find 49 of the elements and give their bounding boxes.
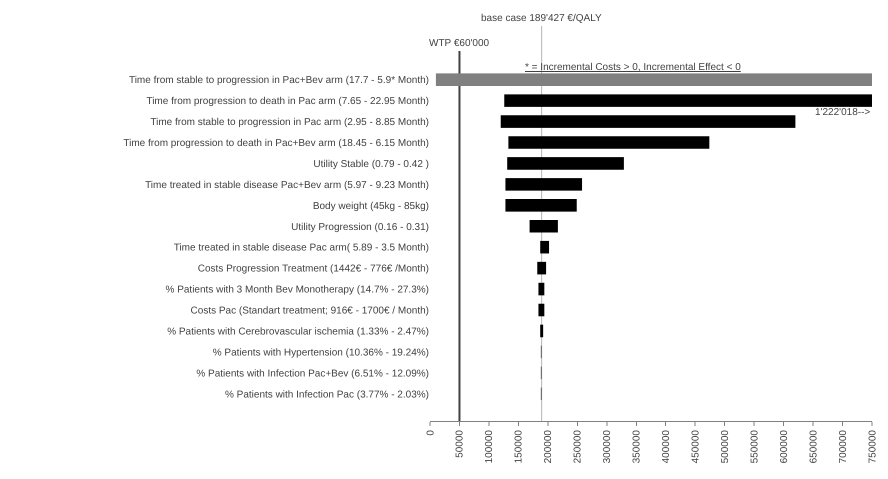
bar <box>500 115 796 128</box>
x-tick-label: 50000 <box>454 430 466 458</box>
annotation: 1'222'018--> <box>815 107 870 118</box>
bar <box>436 73 872 86</box>
y-tick-label: % Patients with Hypertension (10.36% - 19.24%) <box>212 347 429 358</box>
y-tick-label: % Patients with Infection Pac+Bev (6.51% - 12.09%) <box>196 368 429 380</box>
x-tick-label: 550000 <box>749 430 760 464</box>
x-tick-label: 250000 <box>572 430 584 464</box>
x-tick-label: 300000 <box>602 430 614 464</box>
x-tick-label: 650000 <box>808 430 820 464</box>
y-tick-label: Time from stable to progression in Pac arm (2.95 - 8.85 Month) <box>150 117 429 128</box>
bar <box>508 136 710 149</box>
y-tick-label: Time treated in stable disease Pac+Bev arm (5.97 - 9.23 Month) <box>145 180 429 191</box>
bar <box>540 240 550 254</box>
y-tick-label: Utility Stable (0.79 - 0.42 ) <box>313 158 429 170</box>
x-tick-label: 400000 <box>660 430 672 464</box>
x-tick-label: 200000 <box>543 430 554 464</box>
x-tick-label: 600000 <box>778 430 790 464</box>
x-tick-label: 350000 <box>632 430 643 464</box>
bar <box>504 94 872 107</box>
bar <box>530 220 558 233</box>
ref-line-label: WTP €60'000 <box>429 38 490 49</box>
x-tick-label: 150000 <box>514 430 525 464</box>
y-tick-label: Time from stable to progression in Pac+Bev arm (17.7 - 5.9* Month) <box>128 75 429 86</box>
annotation: * = Incremental Costs > 0, Incremental Effect < 0 <box>525 62 742 73</box>
x-tick-label: 100000 <box>484 430 496 464</box>
y-tick-label: Time from progression to death in Pac+Bev arm (18.45 - 6.15 Month) <box>123 138 429 149</box>
bar <box>538 304 544 316</box>
ref-line-label: base case 189'427 €/QALY <box>481 13 602 24</box>
y-tick-label: Time treated in stable disease Pac arm( 5.89 - 3.5 Month) <box>174 242 429 254</box>
x-tick-label: 750000 <box>867 430 878 464</box>
x-tick-label: 700000 <box>838 430 849 464</box>
y-tick-label: % Patients with Infection Pac (3.77% - 2.03%) <box>225 389 429 400</box>
y-tick-label: Time from progression to death in Pac arm (7.65 - 22.95 Month) <box>146 96 429 108</box>
x-tick-label: 500000 <box>720 430 731 464</box>
bar <box>537 262 546 274</box>
y-tick-label: % Patients with Cerebrovascular ischemia (1.33% - 2.47%) <box>167 326 429 338</box>
bar <box>538 282 544 296</box>
y-tick-label: % Patients with 3 Month Bev Monotherapy (14.7% - 27.3%) <box>166 284 429 296</box>
y-tick-label: Costs Progression Treatment (1442€ - 776€ /Month) <box>198 264 429 275</box>
bar <box>507 157 624 170</box>
bar <box>540 324 544 338</box>
x-tick-label: 450000 <box>690 430 702 464</box>
y-tick-label: Costs Pac (Standart treatment; 916€ - 1700€ / Month) <box>190 306 429 317</box>
y-tick-label: Body weight (45kg - 85kg) <box>312 200 429 212</box>
bar <box>505 199 577 212</box>
bar <box>505 178 582 191</box>
y-tick-label: Utility Progression (0.16 - 0.31) <box>291 222 429 233</box>
x-tick-label: 0 <box>425 430 436 436</box>
